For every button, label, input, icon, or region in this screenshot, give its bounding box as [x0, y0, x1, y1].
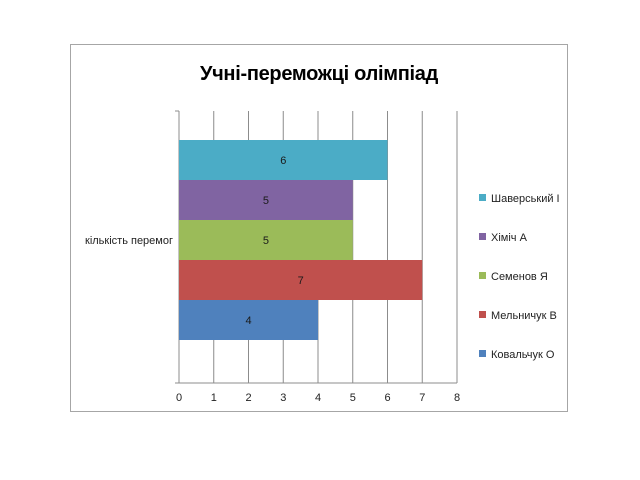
legend-label-4: Мельничук В	[491, 310, 557, 322]
x-tick-label-1: 1	[211, 392, 217, 404]
data-label-1: 6	[280, 155, 286, 167]
bar-5	[179, 300, 318, 340]
data-label-3: 5	[263, 235, 269, 247]
data-label-4: 7	[298, 275, 304, 287]
legend-label-1: Шаверський І	[491, 193, 560, 205]
legend-swatch-4	[479, 311, 486, 318]
bar-2	[179, 180, 353, 220]
data-label-5: 4	[245, 315, 251, 327]
bar-1	[179, 140, 388, 180]
x-tick-label-8: 8	[454, 392, 460, 404]
x-tick-label-6: 6	[384, 392, 390, 404]
bar-4	[179, 260, 423, 300]
x-tick-label-2: 2	[245, 392, 251, 404]
x-tick-label-7: 7	[419, 392, 425, 404]
legend-label-3: Семенов Я	[491, 271, 548, 283]
legend-swatch-1	[479, 194, 486, 201]
category-label: кількість перемог	[85, 235, 173, 247]
data-label-2: 5	[263, 195, 269, 207]
legend-swatch-3	[479, 272, 486, 279]
x-tick-label-3: 3	[280, 392, 286, 404]
chart-plot: 0 1 2 3 4 5 6 7 8 6 5 5 7 4 кількість перемог Шаверськи…	[85, 110, 560, 404]
legend-label-5: Ковальчук О	[491, 349, 555, 361]
legend-label-2: Хіміч А	[491, 232, 528, 244]
x-tick-label-0: 0	[176, 392, 182, 404]
x-tick-label-5: 5	[350, 392, 356, 404]
chart-frame: Учні-переможці олімпіад 0 1 2 3 4 5 6 7 8 6 5 5 7 4 кі…	[70, 44, 568, 412]
legend-swatch-2	[479, 233, 486, 240]
legend-swatch-5	[479, 350, 486, 357]
x-tick-label-4: 4	[315, 392, 321, 404]
bar-3	[179, 220, 353, 260]
chart-title: Учні-переможці олімпіад	[199, 63, 439, 85]
